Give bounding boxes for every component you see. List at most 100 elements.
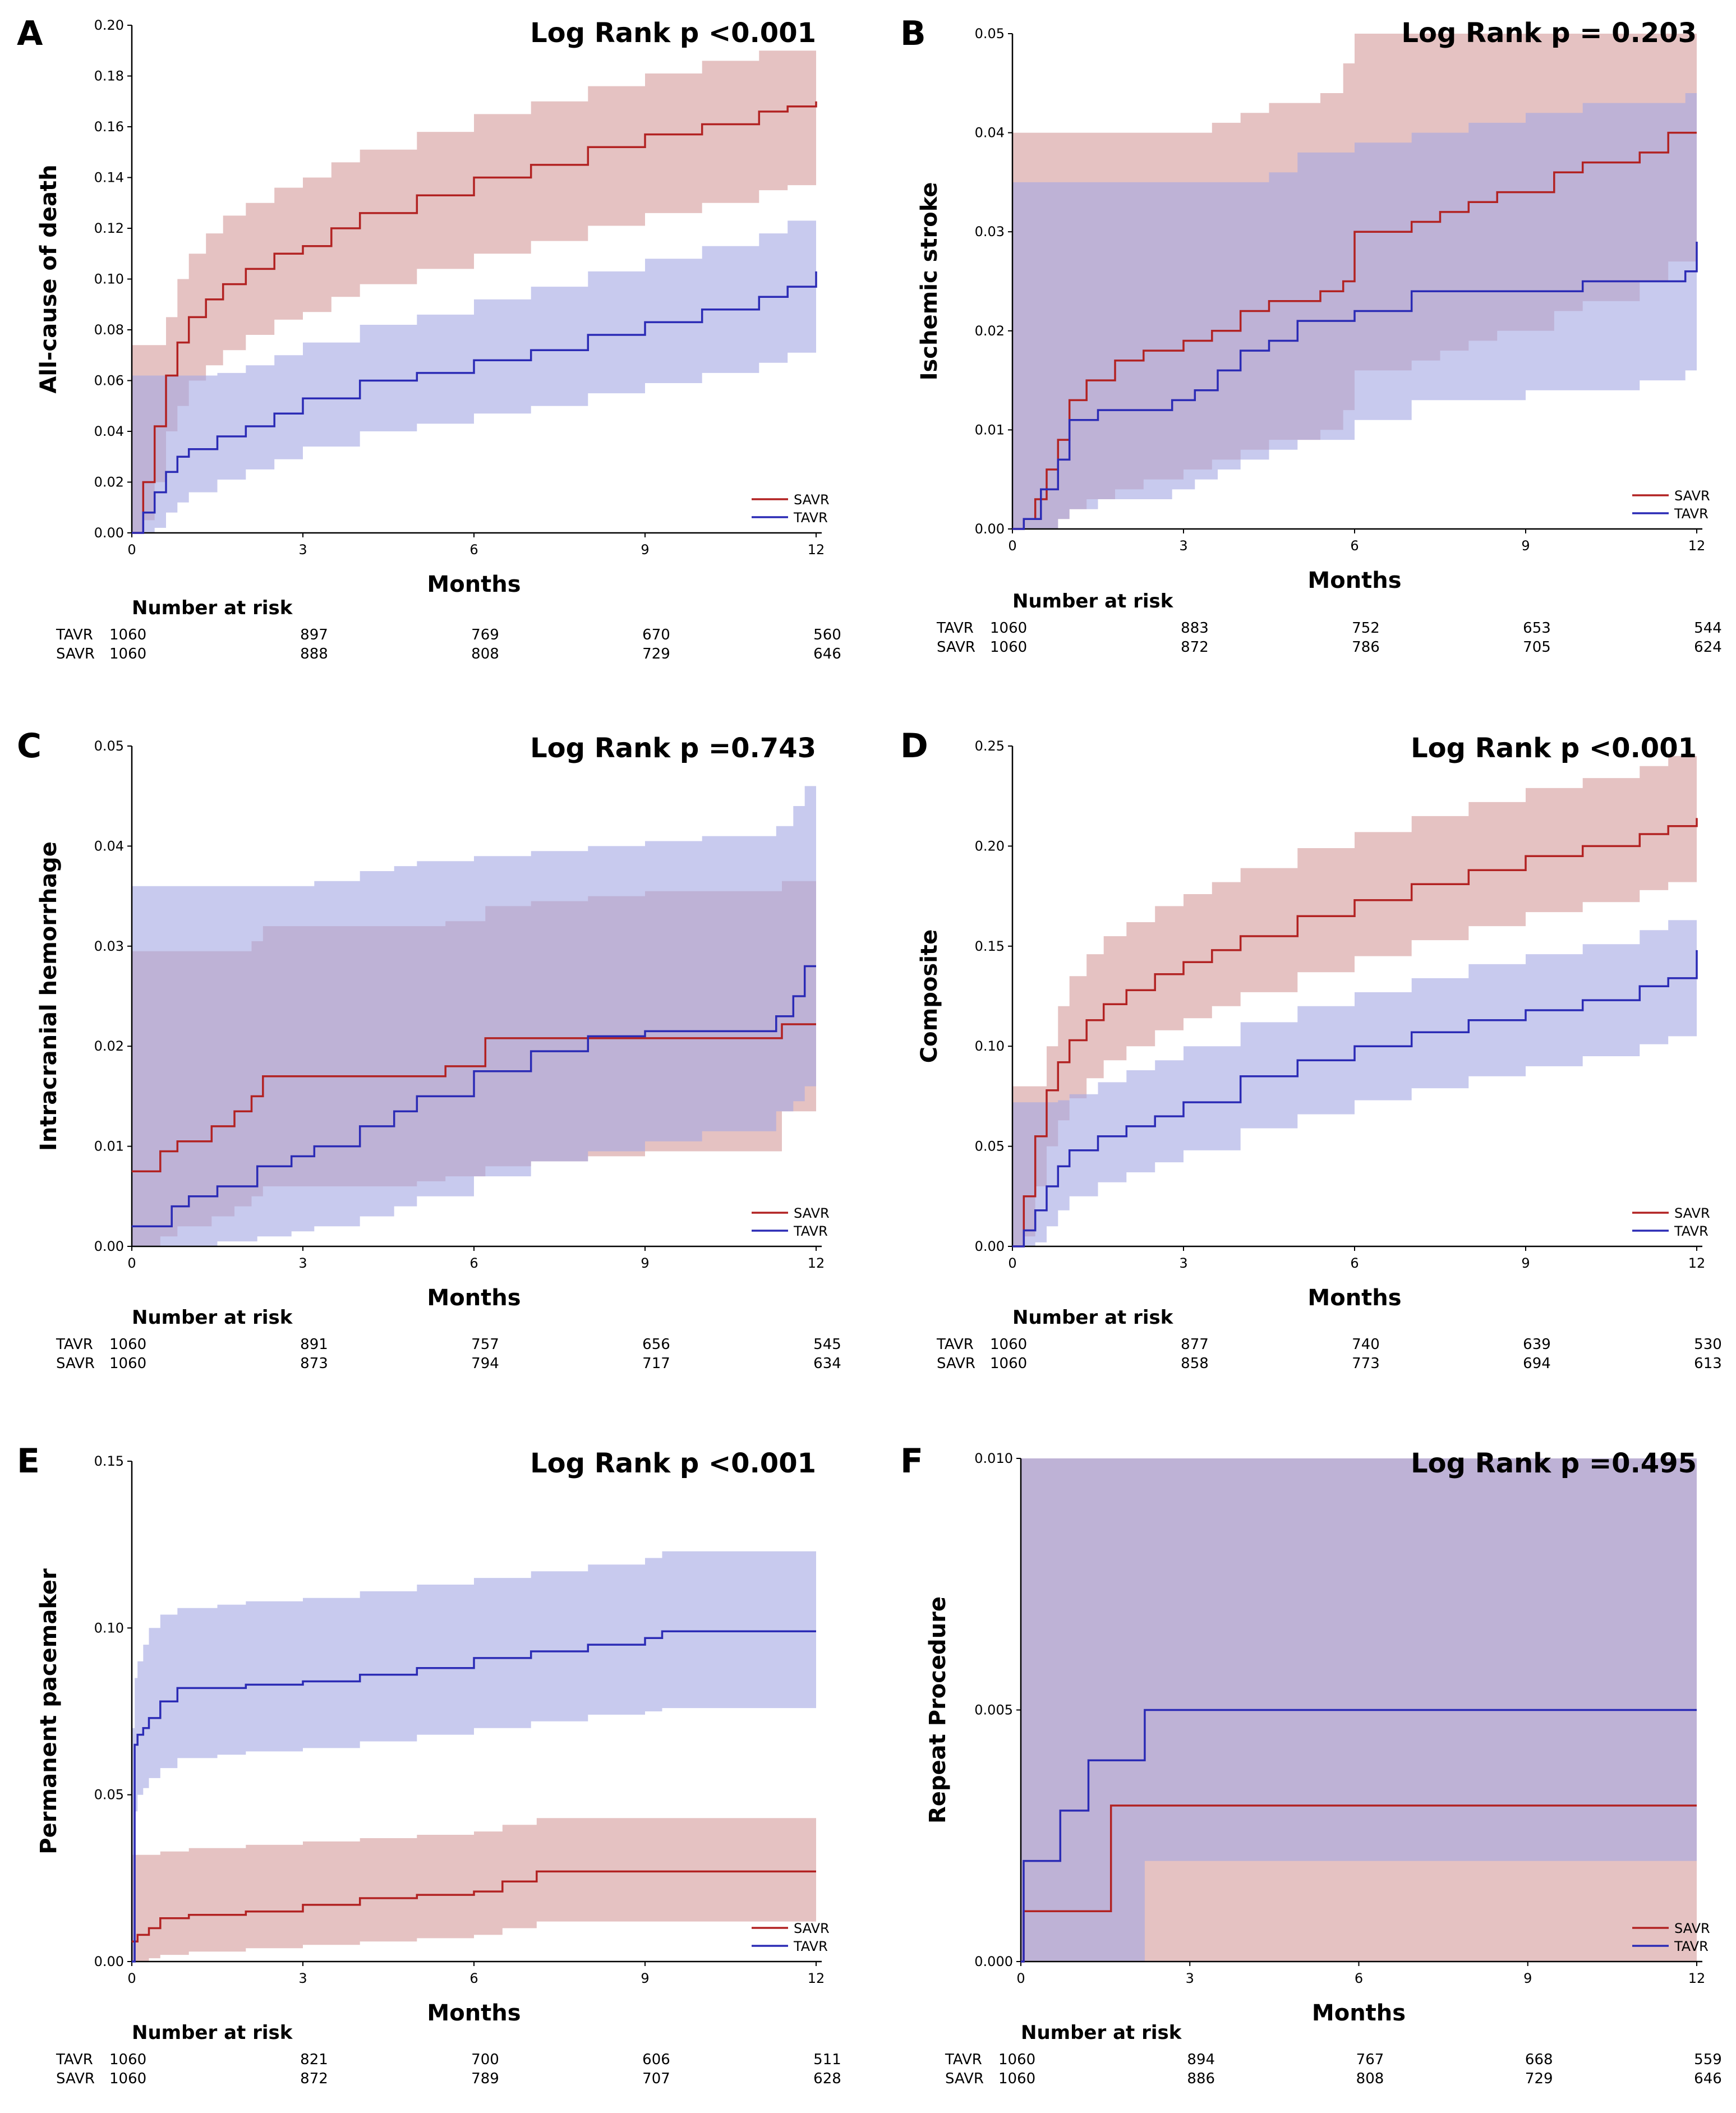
risk-count: 877 bbox=[1181, 1336, 1209, 1353]
risk-count: 705 bbox=[1523, 639, 1551, 656]
risk-count: 794 bbox=[471, 1355, 499, 1372]
risk-count: 891 bbox=[300, 1336, 328, 1353]
risk-count: 1060 bbox=[998, 2070, 1035, 2087]
y-tick-label: 0.04 bbox=[975, 125, 1005, 141]
risk-row-label-tavr: TAVR bbox=[936, 620, 974, 637]
panel-c: 0.00 0.01 0.02 0.03 0.04 0.05 0 3 6 9 12 Months Intr… bbox=[17, 726, 841, 1372]
risk-count: 786 bbox=[1352, 639, 1380, 656]
risk-count: 872 bbox=[1181, 639, 1209, 656]
savr-km-curve bbox=[132, 101, 817, 534]
x-tick-label: 0 bbox=[1008, 538, 1016, 554]
panel-letter: D bbox=[900, 726, 928, 766]
x-tick-label: 12 bbox=[1688, 1971, 1706, 1986]
y-tick-label: 0.00 bbox=[975, 521, 1005, 537]
x-tick-label: 0 bbox=[127, 1971, 136, 1986]
y-tick-label: 0.20 bbox=[94, 17, 124, 33]
savr-km-curve bbox=[1012, 818, 1698, 1247]
risk-count: 888 bbox=[300, 646, 328, 662]
risk-table-title: Number at risk bbox=[1021, 2022, 1182, 2044]
panel-letter: C bbox=[17, 726, 42, 766]
panel-letter: B bbox=[900, 14, 926, 53]
risk-count: 707 bbox=[642, 2070, 670, 2087]
panel-d: 0.00 0.05 0.10 0.15 0.20 0.25 0 3 6 9 12 Months Comp… bbox=[900, 726, 1722, 1372]
log-rank-p-value: Log Rank p <0.001 bbox=[1411, 733, 1697, 764]
risk-row-label-savr: SAVR bbox=[945, 2070, 984, 2087]
y-tick-label: 0.05 bbox=[975, 1139, 1005, 1154]
risk-count: 1060 bbox=[990, 639, 1027, 656]
y-tick-label: 0.010 bbox=[974, 1451, 1013, 1466]
x-tick-label: 6 bbox=[469, 1255, 478, 1271]
y-tick-label: 0.03 bbox=[94, 938, 124, 954]
risk-count: 634 bbox=[813, 1355, 841, 1372]
risk-count: 545 bbox=[813, 1336, 841, 1353]
y-tick-label: 0.05 bbox=[975, 26, 1005, 42]
x-tick-label: 9 bbox=[641, 542, 649, 558]
risk-count: 1060 bbox=[990, 1355, 1027, 1372]
risk-count: 757 bbox=[471, 1336, 499, 1353]
risk-count: 1060 bbox=[109, 1355, 146, 1372]
log-rank-p-value: Log Rank p =0.495 bbox=[1411, 1448, 1697, 1479]
y-tick-label: 0.03 bbox=[975, 224, 1005, 240]
risk-count: 858 bbox=[1181, 1355, 1209, 1372]
y-tick-label: 0.10 bbox=[94, 271, 124, 287]
risk-count: 646 bbox=[813, 646, 841, 662]
x-tick-label: 3 bbox=[1179, 538, 1187, 554]
risk-count: 544 bbox=[1694, 620, 1722, 637]
x-tick-label: 3 bbox=[298, 542, 307, 558]
legend-label-tavr: TAVR bbox=[1674, 1939, 1709, 1954]
savr-km-curve bbox=[132, 1870, 816, 1943]
tavr-confidence-band bbox=[132, 786, 816, 1246]
log-rank-p-value: Log Rank p <0.001 bbox=[530, 1448, 816, 1479]
legend-label-savr: SAVR bbox=[1674, 1205, 1710, 1221]
y-axis-title: Permanent pacemaker bbox=[36, 1568, 62, 1854]
tavr-km-curve bbox=[132, 271, 817, 534]
tavr-confidence-band bbox=[1012, 83, 1697, 530]
legend-label-tavr: TAVR bbox=[793, 1939, 828, 1954]
risk-count: 639 bbox=[1523, 1336, 1551, 1353]
risk-count: 1060 bbox=[109, 646, 146, 662]
log-rank-p-value: Log Rank p = 0.203 bbox=[1401, 17, 1697, 49]
y-axis-title: Intracranial hemorrhage bbox=[36, 841, 62, 1151]
tavr-km-curve bbox=[1021, 1709, 1697, 1963]
risk-count: 752 bbox=[1352, 620, 1380, 637]
x-tick-label: 6 bbox=[1350, 538, 1359, 554]
legend-label-tavr: TAVR bbox=[793, 1223, 828, 1239]
tavr-km-curve bbox=[132, 1630, 816, 1963]
risk-count: 628 bbox=[813, 2070, 841, 2087]
risk-count: 653 bbox=[1523, 620, 1551, 637]
risk-row-label-savr: SAVR bbox=[56, 1355, 95, 1372]
risk-count: 656 bbox=[642, 1336, 670, 1353]
tavr-km-curve bbox=[1012, 241, 1698, 530]
risk-row-label-savr: SAVR bbox=[937, 639, 975, 656]
x-tick-label: 3 bbox=[1186, 1971, 1194, 1986]
legend-label-tavr: TAVR bbox=[1674, 506, 1709, 522]
legend-label-savr: SAVR bbox=[1674, 488, 1710, 504]
risk-count: 613 bbox=[1694, 1355, 1722, 1372]
risk-count: 511 bbox=[813, 2051, 841, 2068]
risk-count: 883 bbox=[1181, 620, 1209, 637]
tavr-confidence-band bbox=[132, 1551, 816, 1962]
y-tick-label: 0.15 bbox=[94, 1453, 124, 1469]
panel-letter: A bbox=[17, 14, 43, 53]
y-tick-label: 0.02 bbox=[94, 1038, 124, 1054]
risk-row-label-tavr: TAVR bbox=[56, 1336, 93, 1353]
x-tick-label: 0 bbox=[1016, 1971, 1025, 1986]
y-tick-label: 0.005 bbox=[974, 1702, 1013, 1718]
x-tick-label: 9 bbox=[1521, 1255, 1530, 1271]
legend-label-tavr: TAVR bbox=[1674, 1223, 1709, 1239]
risk-count: 560 bbox=[813, 627, 841, 643]
risk-count: 1060 bbox=[109, 2051, 146, 2068]
y-tick-label: 0.06 bbox=[94, 373, 124, 389]
x-tick-label: 12 bbox=[1688, 1255, 1706, 1271]
tavr-km-curve bbox=[1012, 950, 1698, 1247]
y-tick-label: 0.10 bbox=[975, 1038, 1005, 1054]
y-tick-label: 0.00 bbox=[94, 525, 124, 541]
y-tick-label: 0.04 bbox=[94, 838, 124, 854]
risk-count: 729 bbox=[1525, 2070, 1553, 2087]
risk-count: 789 bbox=[471, 2070, 499, 2087]
panel-f: 0.000 0.005 0.010 0 3 6 9 12 Months Repeat Proced… bbox=[900, 1442, 1722, 2087]
risk-table-title: Number at risk bbox=[1012, 590, 1174, 613]
risk-table-title: Number at risk bbox=[132, 2022, 293, 2044]
x-tick-label: 12 bbox=[808, 1971, 825, 1986]
